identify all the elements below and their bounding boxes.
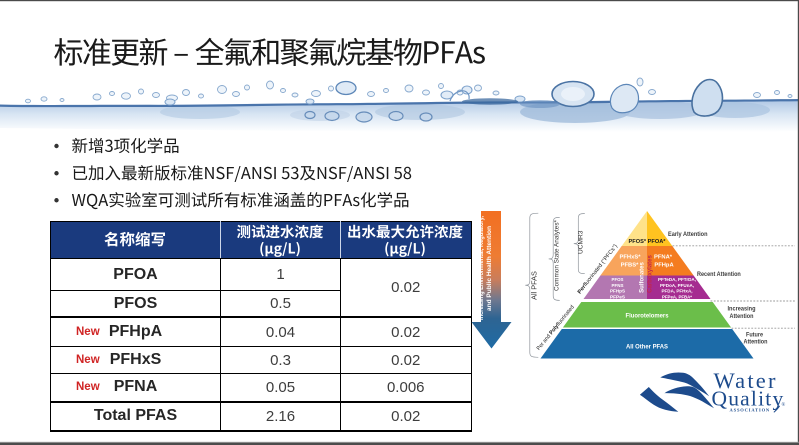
svg-text:and Public Health Attention: and Public Health Attention [487, 226, 493, 311]
svg-text:Increasing Environmental, Regu: Increasing Environmental, Regulatory, [479, 216, 485, 320]
svg-text:Carboxylates: Carboxylates [648, 254, 654, 292]
svg-text:PFHxS*: PFHxS* [620, 255, 642, 261]
svg-text:Increasing: Increasing [728, 305, 756, 312]
svg-text:PFDoA, PFUnA,: PFDoA, PFUnA, [660, 283, 695, 289]
svg-text:PFNS: PFNS [612, 283, 625, 289]
svg-text:PFHpA: PFHpA [654, 263, 674, 269]
svg-text:PFNA*: PFNA* [654, 255, 673, 261]
svg-text:All Other PFAS: All Other PFAS [626, 344, 668, 351]
svg-text:Recent Attention: Recent Attention [697, 271, 741, 278]
svg-text:Attention: Attention [744, 338, 768, 345]
svg-text:Early Attention: Early Attention [668, 231, 708, 238]
svg-text:PFDA, PFHxA,: PFDA, PFHxA, [662, 289, 694, 295]
svg-text:PFHpS: PFHpS [610, 289, 626, 295]
svg-text:®: ® [782, 402, 786, 408]
svg-text:PFBS*: PFBS* [621, 263, 639, 269]
svg-text:Quality: Quality [712, 387, 785, 411]
svg-text:Attention: Attention [730, 313, 754, 320]
svg-text:All PFAS: All PFAS [530, 271, 539, 300]
svg-text:PFPeS: PFPeS [610, 294, 626, 300]
svg-text:ASSOCIATION: ASSOCIATION [730, 408, 771, 413]
svg-text:Water: Water [714, 368, 778, 393]
svg-text:Sulfonates: Sulfonates [640, 262, 646, 293]
svg-text:Perfluorinated ("PFCs"): Perfluorinated ("PFCs") [577, 243, 619, 295]
svg-text:UCMR3: UCMR3 [578, 230, 585, 254]
svg-text:PFPeA, PFBA*: PFPeA, PFBA* [662, 294, 692, 300]
svg-text:Fluorotelomers: Fluorotelomers [626, 313, 669, 320]
svg-text:Per and Polyfluorinated: Per and Polyfluorinated [536, 304, 576, 351]
svg-text:Future: Future [746, 331, 763, 338]
svg-text:PFOS: PFOS [612, 277, 625, 283]
svg-text:Common State Analytes*: Common State Analytes* [554, 219, 561, 291]
svg-text:PFOS* PFOA*: PFOS* PFOA* [629, 239, 667, 245]
svg-text:PFTeDA, PFTrDA,: PFTeDA, PFTrDA, [658, 277, 697, 283]
